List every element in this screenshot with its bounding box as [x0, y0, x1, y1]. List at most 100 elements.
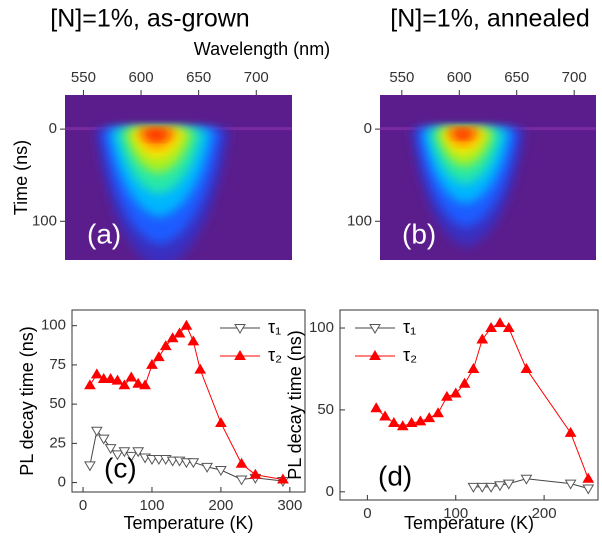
- marker: [502, 479, 515, 490]
- y-axis-label: PL decay time (ns): [17, 326, 37, 475]
- marker: [173, 327, 186, 338]
- marker: [582, 472, 595, 483]
- legend-marker: [369, 350, 381, 360]
- x-tick-label: 600: [129, 69, 154, 86]
- legend-marker: [234, 350, 246, 360]
- marker: [564, 479, 577, 490]
- x-tick-label: 550: [389, 69, 414, 86]
- x-tick-label: 0: [363, 505, 371, 522]
- marker: [485, 322, 497, 333]
- marker: [467, 362, 480, 373]
- marker: [432, 407, 444, 418]
- marker: [180, 458, 193, 469]
- panel-label: (b): [402, 218, 436, 249]
- marker: [152, 455, 165, 466]
- marker: [84, 461, 96, 472]
- marker: [423, 412, 436, 423]
- marker: [159, 340, 172, 351]
- marker: [582, 484, 595, 495]
- marker: [476, 333, 489, 344]
- streak-layer: [143, 129, 170, 141]
- marker: [104, 444, 117, 455]
- legend-label: τ₂: [268, 345, 282, 365]
- y-tick-label: 100: [32, 212, 57, 229]
- y-tick-label: 0: [49, 120, 57, 137]
- x-tick-label: 100: [139, 497, 164, 514]
- streak-image: [380, 127, 596, 247]
- y-tick-label: 0: [58, 474, 66, 491]
- legend-marker: [369, 324, 381, 334]
- marker: [90, 426, 103, 437]
- y-axis-label: Time (ns): [11, 140, 31, 215]
- x-tick-label: 550: [71, 69, 96, 86]
- marker: [125, 371, 138, 382]
- marker: [485, 482, 497, 493]
- plot-frame: [339, 309, 599, 501]
- panel-label: (d): [378, 460, 412, 491]
- marker: [370, 402, 383, 413]
- streak-image: [65, 127, 292, 260]
- marker: [125, 451, 138, 462]
- x-tick-label: 300: [277, 497, 302, 514]
- marker: [152, 351, 165, 362]
- marker: [118, 379, 131, 390]
- marker: [132, 377, 145, 388]
- marker: [146, 358, 158, 369]
- marker: [84, 379, 96, 390]
- marker: [277, 473, 289, 484]
- marker: [249, 468, 262, 479]
- marker: [467, 482, 480, 493]
- y-tick-label: 100: [309, 319, 334, 336]
- marker: [388, 417, 400, 428]
- marker: [111, 450, 124, 461]
- marker: [180, 319, 193, 330]
- y-axis-label: PL decay time (ns): [285, 330, 305, 479]
- marker: [187, 458, 200, 469]
- marker: [502, 322, 515, 333]
- marker: [215, 466, 227, 477]
- marker: [494, 481, 506, 492]
- legend-label: τ₁: [268, 317, 281, 337]
- x-tick-label: 200: [532, 505, 557, 522]
- marker: [396, 420, 409, 431]
- marker: [97, 434, 110, 445]
- streak-layer: [451, 129, 474, 139]
- x-tick-label: 650: [186, 69, 211, 86]
- x-tick-label: 700: [562, 69, 587, 86]
- marker: [494, 317, 506, 328]
- x-tick-label: 100: [443, 505, 468, 522]
- marker: [90, 368, 103, 379]
- x-tick-label: 600: [447, 69, 472, 86]
- marker: [414, 415, 427, 426]
- x-tick-label: 0: [79, 497, 87, 514]
- marker: [520, 362, 533, 373]
- y-tick-label: 25: [49, 434, 66, 451]
- legend-label: τ₂: [403, 345, 417, 365]
- marker: [187, 335, 200, 346]
- marker: [379, 410, 391, 421]
- marker: [201, 462, 213, 473]
- marker: [449, 387, 462, 398]
- panel-label: (a): [87, 218, 121, 249]
- marker: [405, 417, 418, 428]
- time-zero-line: [380, 127, 596, 131]
- marker: [235, 457, 248, 468]
- marker: [97, 373, 110, 384]
- plot-frame: [71, 309, 306, 493]
- marker: [520, 474, 533, 485]
- marker: [441, 390, 453, 401]
- marker: [476, 482, 489, 493]
- marker: [104, 373, 117, 384]
- marker: [132, 447, 145, 458]
- marker: [111, 374, 124, 385]
- legend-marker: [234, 324, 246, 334]
- marker: [194, 363, 207, 374]
- y-tick-label: 50: [317, 401, 334, 418]
- y-tick-label: 100: [41, 317, 66, 334]
- marker: [235, 475, 248, 486]
- x-axis-label: Temperature (K): [123, 513, 253, 533]
- y-tick-label: 100: [347, 212, 372, 229]
- x-tick-label: 650: [504, 69, 529, 86]
- marker: [564, 426, 577, 437]
